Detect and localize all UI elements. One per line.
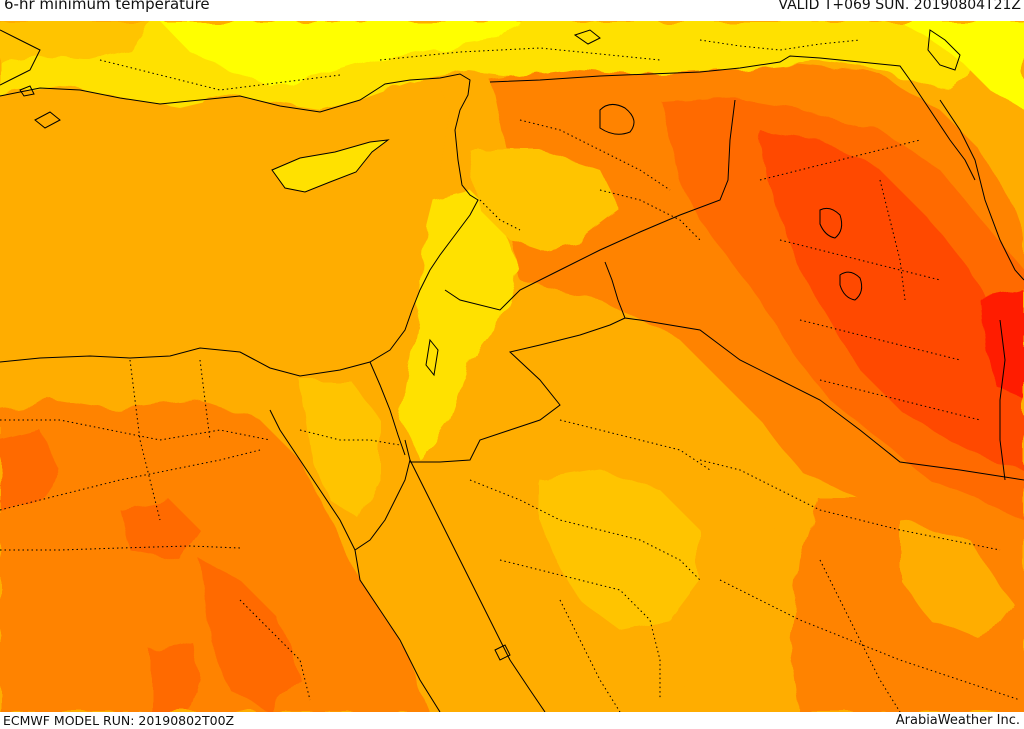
band-levant-gold: [470, 150, 620, 250]
band-north-light: [160, 21, 520, 86]
band-saudi-yellow: [540, 470, 700, 630]
footer-bar: ECMWF MODEL RUN: 20190802T00Z ArabiaWeat…: [0, 712, 1024, 729]
header-bar: 6-hr minimum temperature VALID T+069 SUN…: [0, 0, 1024, 21]
band-nile-dark: [120, 500, 200, 560]
cyprus-island: [272, 140, 388, 192]
band-egypt-dark: [0, 430, 60, 510]
national-borders: [369, 55, 1024, 481]
band-redsea-dark: [200, 560, 300, 712]
band-iraq-redorange: [760, 130, 1024, 470]
temperature-bands: [0, 21, 1024, 712]
band-basra-red: [980, 290, 1024, 400]
credit-label: ArabiaWeather Inc.: [895, 713, 1020, 728]
model-run-label: ECMWF MODEL RUN: 20190802T00Z: [3, 713, 235, 728]
band-east-arabia-amber: [900, 520, 1010, 640]
band-sinai-gold: [300, 380, 380, 520]
band-egypt-south-dark: [150, 640, 200, 712]
band-levant-yellow: [400, 190, 520, 460]
band-north-gold: [0, 21, 150, 62]
coastlines: [0, 29, 1024, 712]
band-northeast-light: [900, 21, 1024, 110]
map-title: 6-hr minimum temperature: [4, 0, 210, 13]
mediterranean-sea: [0, 82, 450, 375]
small-features: [19, 29, 601, 661]
cyprus-outline: [271, 139, 390, 193]
valid-time: VALID T+069 SUN. 20190804T21Z: [778, 0, 1021, 13]
temperature-map: [0, 21, 1024, 712]
band-egypt-orange: [0, 400, 430, 712]
admin-boundaries: [0, 39, 1021, 712]
